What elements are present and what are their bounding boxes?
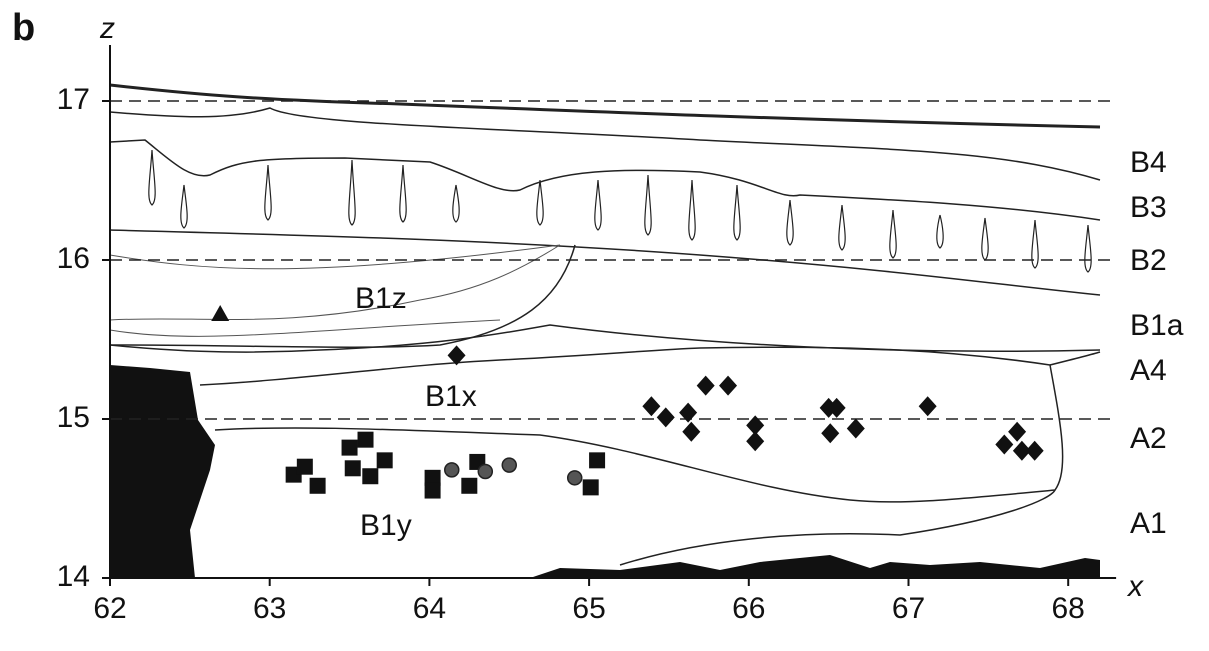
layer-label: B2 xyxy=(1130,244,1167,277)
x-tick-label: 67 xyxy=(892,592,925,625)
bedrock xyxy=(530,555,1100,578)
panel-label: b xyxy=(12,7,35,49)
x-tick-label: 65 xyxy=(572,592,605,625)
diamond-marker xyxy=(657,407,675,427)
layer-line xyxy=(110,245,560,269)
chart: 14 15 16 17 62 63 64 65 66 67 68 B4 B3 B2 B1a A4 A2 A1 B1z… xyxy=(0,0,1209,646)
drip-mark xyxy=(734,185,740,240)
axes: 14 15 16 17 62 63 64 65 66 67 68 B4 B3 B2 B1a A4 A2 A1 B1z… xyxy=(57,45,1184,625)
square-marker xyxy=(297,459,313,475)
diamond-marker xyxy=(821,423,839,443)
drip-mark xyxy=(595,180,601,230)
layer-label: B4 xyxy=(1130,146,1167,179)
square-marker xyxy=(461,478,477,494)
layer-line xyxy=(110,245,560,320)
diamond-marker xyxy=(642,396,660,416)
x-tick-label: 62 xyxy=(93,592,126,625)
layer-label: A4 xyxy=(1130,354,1167,387)
layer-line xyxy=(110,320,500,336)
diamond-marker xyxy=(1026,441,1044,461)
drip-mark xyxy=(890,210,896,258)
diamond-marker xyxy=(847,419,865,439)
square-marker xyxy=(358,432,374,448)
square-marker xyxy=(425,483,441,499)
square-marker xyxy=(342,440,358,456)
square-marker xyxy=(583,479,599,495)
layer-line xyxy=(620,490,1055,565)
y-axis-label: z xyxy=(99,12,115,45)
drip-mark xyxy=(537,180,543,225)
layer-line xyxy=(110,325,1100,352)
drip-mark xyxy=(1085,225,1091,272)
drip-mark xyxy=(349,160,355,225)
layer-label: B3 xyxy=(1130,191,1167,224)
drip-mark xyxy=(787,200,793,245)
drip-mark xyxy=(400,165,406,222)
drip-mark xyxy=(181,185,187,228)
square-marker xyxy=(377,452,393,468)
drip-mark xyxy=(265,165,271,220)
circle-marker xyxy=(502,458,516,472)
layer-label: A2 xyxy=(1130,422,1167,455)
drip-mark xyxy=(937,215,943,248)
square-marker xyxy=(362,468,378,484)
drip-mark xyxy=(453,185,459,222)
region-label: B1y xyxy=(360,509,412,542)
rock xyxy=(110,365,215,578)
x-tick-label: 64 xyxy=(413,592,446,625)
square-marker xyxy=(345,460,361,476)
layer-line xyxy=(110,140,1100,220)
drip-marks xyxy=(149,150,1091,272)
layer-label: A1 xyxy=(1130,507,1167,540)
square-marker xyxy=(589,452,605,468)
y-tick-label: 15 xyxy=(57,401,90,434)
square-marker xyxy=(310,478,326,494)
diamond-marker xyxy=(682,422,700,442)
diamond-marker xyxy=(919,396,937,416)
drip-mark xyxy=(982,218,988,260)
layer-label: B1a xyxy=(1130,309,1184,342)
diamond-marker xyxy=(746,431,764,451)
x-tick-label: 68 xyxy=(1052,592,1085,625)
layer-line xyxy=(1050,352,1100,365)
drip-mark xyxy=(149,150,155,205)
region-label: B1x xyxy=(425,380,477,413)
layer-line xyxy=(110,230,1100,295)
circle-marker xyxy=(478,464,492,478)
stratigraphy xyxy=(110,85,1100,578)
drip-mark xyxy=(689,180,695,240)
drip-mark xyxy=(839,205,845,250)
drip-mark xyxy=(1032,220,1038,268)
triangle-marker xyxy=(211,305,229,321)
diamond-marker xyxy=(697,376,715,396)
x-tick-label: 66 xyxy=(732,592,765,625)
diamond-marker xyxy=(1008,422,1026,442)
y-tick-label: 16 xyxy=(57,242,90,275)
drip-mark xyxy=(645,175,651,235)
x-axis-label: x xyxy=(1126,570,1144,603)
surface-line xyxy=(110,85,1100,127)
y-tick-label: 17 xyxy=(57,83,90,116)
diamond-marker xyxy=(995,434,1013,454)
circle-marker xyxy=(568,471,582,485)
y-tick-label: 14 xyxy=(57,560,90,593)
layer-line xyxy=(110,108,1100,180)
diamond-marker xyxy=(719,376,737,396)
circle-marker xyxy=(445,463,459,477)
region-label: B1z xyxy=(355,282,407,315)
layer-line xyxy=(200,347,1063,502)
x-tick-label: 63 xyxy=(253,592,286,625)
